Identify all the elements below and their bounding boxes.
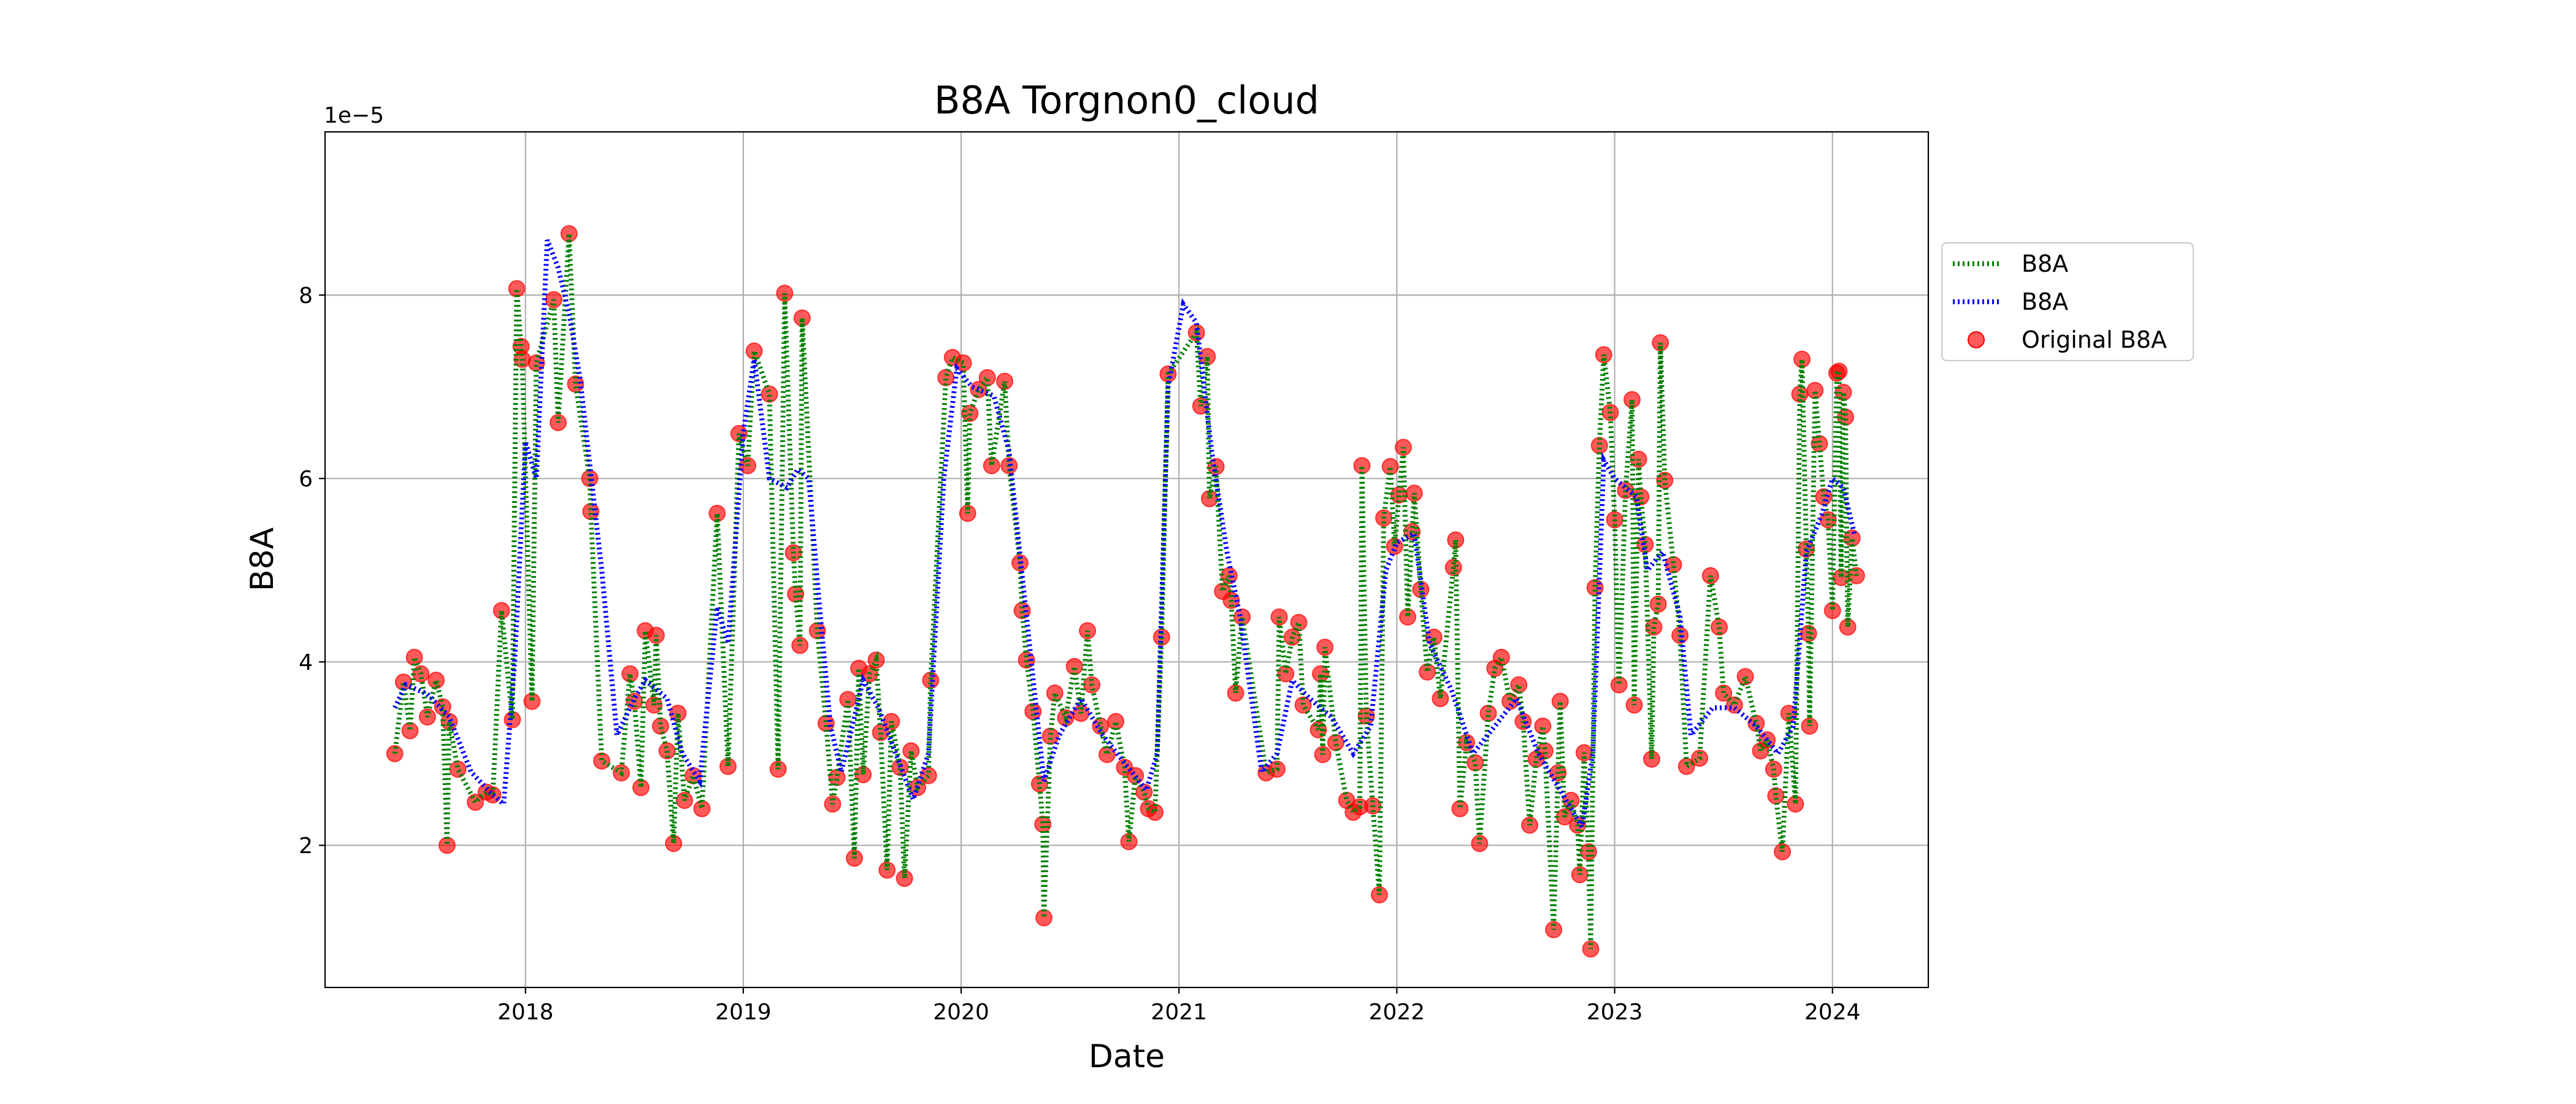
- data-point: [593, 752, 611, 770]
- x-tick-label: 2021: [1151, 1000, 1207, 1025]
- data-point: [1381, 458, 1399, 475]
- data-point: [919, 767, 937, 784]
- data-point: [1419, 663, 1436, 681]
- x-tick-label: 2018: [497, 1000, 554, 1025]
- data-line: [393, 239, 1857, 835]
- data-point: [961, 405, 979, 423]
- data-point: [761, 385, 778, 403]
- data-point: [1146, 803, 1164, 821]
- data-point: [1107, 713, 1125, 730]
- data-point: [839, 691, 857, 708]
- data-point: [1767, 787, 1785, 805]
- y-offset-text: 1e−5: [324, 103, 384, 128]
- data-point: [523, 692, 541, 710]
- x-tick-label: 2023: [1587, 1000, 1643, 1025]
- data-point: [1227, 684, 1244, 702]
- data-point: [1830, 362, 1848, 380]
- data-point: [1034, 815, 1052, 833]
- data-point: [582, 503, 600, 521]
- legend-box: [1941, 242, 2195, 362]
- plot-frame: [324, 131, 1930, 989]
- data-point: [787, 585, 805, 603]
- data-point: [651, 717, 669, 735]
- data-point: [693, 800, 711, 818]
- data-point: [560, 224, 578, 242]
- data-point: [1536, 742, 1554, 760]
- data-point: [1715, 684, 1733, 702]
- data-point: [438, 837, 456, 854]
- data-point: [1479, 704, 1497, 722]
- data-point: [1035, 909, 1053, 927]
- data-point: [1353, 457, 1371, 475]
- data-point: [937, 369, 955, 386]
- data-point: [508, 280, 526, 297]
- data-point: [1065, 657, 1083, 675]
- data-point: [1787, 795, 1804, 813]
- data-point: [808, 622, 826, 640]
- data-point: [1590, 437, 1608, 454]
- legend-label: Original B8A: [2022, 326, 2167, 353]
- data-point: [1823, 602, 1841, 619]
- data-point: [1046, 684, 1064, 702]
- data-point: [658, 742, 676, 760]
- data-point: [1736, 668, 1754, 686]
- x-tick-label: 2019: [715, 1000, 772, 1025]
- data-point: [828, 769, 846, 786]
- data-point: [1551, 692, 1569, 710]
- y-tick-label: 8: [299, 283, 313, 309]
- data-point: [401, 722, 419, 740]
- data-point: [817, 715, 835, 732]
- x-axis-label: Date: [1089, 1038, 1165, 1075]
- y-axis-label: B8A: [244, 527, 281, 591]
- data-point: [1399, 608, 1417, 626]
- chart-title: B8A Torgnon0_cloud: [934, 78, 1319, 123]
- data-point: [1534, 717, 1552, 735]
- data-point: [1290, 613, 1308, 631]
- data-point: [427, 672, 445, 689]
- data-point: [1793, 350, 1811, 368]
- data-point: [745, 342, 763, 360]
- legend-label: B8A: [2022, 288, 2068, 315]
- x-tick-label: 2022: [1369, 1000, 1425, 1025]
- data-point: [1451, 800, 1469, 818]
- data-point: [1466, 754, 1484, 772]
- y-tick-label: 2: [299, 834, 313, 859]
- data-point: [983, 457, 1000, 475]
- data-point: [1024, 702, 1042, 720]
- data-point: [1610, 676, 1628, 694]
- data-point: [708, 504, 726, 522]
- data-point: [1098, 746, 1116, 764]
- y-tick-label: 4: [299, 650, 313, 675]
- data-point: [1294, 696, 1312, 714]
- data-point: [1041, 727, 1059, 745]
- x-tick-label: 2024: [1804, 1000, 1861, 1025]
- data-point: [1312, 665, 1330, 683]
- data-point: [386, 745, 404, 762]
- data-point: [632, 779, 650, 797]
- data-point: [1092, 717, 1110, 735]
- y-tick-label: 6: [299, 467, 313, 492]
- legend-swatch: [1968, 331, 1985, 348]
- data-point: [1562, 791, 1580, 809]
- x-tick-label: 2020: [933, 1000, 989, 1025]
- legend-label: B8A: [2022, 250, 2068, 277]
- data-point: [1806, 381, 1824, 399]
- data-point: [405, 648, 423, 666]
